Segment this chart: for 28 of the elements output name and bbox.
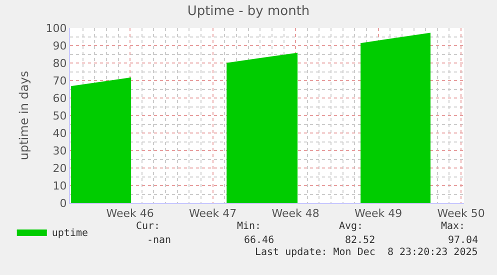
x-tick-label: Week 49 <box>354 207 402 220</box>
text: 82.52 <box>345 235 376 246</box>
x-tick-label: Week 50 <box>437 207 485 220</box>
y-tick-label: 30 <box>52 144 67 158</box>
y-tick-label: 80 <box>52 56 67 70</box>
text: Last update: Mon Dec 8 23:20:23 2025 <box>255 247 478 258</box>
y-tick-label: 40 <box>52 126 67 140</box>
y-tick-label: 0 <box>60 196 67 210</box>
y-tick-label: 60 <box>52 92 67 105</box>
y-axis-title: uptime in days <box>17 70 32 160</box>
y-tick-label: 50 <box>52 109 67 122</box>
x-tick-label: Week 46 <box>106 207 154 220</box>
text: Min: <box>237 221 262 232</box>
text: 66.46 <box>244 235 274 246</box>
text: Avg: <box>339 221 364 232</box>
y-tick-label: 10 <box>52 179 67 192</box>
y-tick-label: 90 <box>52 39 67 52</box>
chart-title: Uptime - by month <box>187 4 310 20</box>
x-tick-label: Week 48 <box>272 207 320 220</box>
text: Cur: <box>136 221 160 232</box>
y-tick-label: 20 <box>52 162 67 175</box>
y-tick-label: 100 <box>46 22 67 35</box>
legend-label: uptime <box>52 228 88 239</box>
y-tick-label: 70 <box>52 74 67 88</box>
text: Max: <box>441 221 466 232</box>
x-tick-label: Week 47 <box>189 207 237 220</box>
text: -nan <box>147 235 172 246</box>
text: 97.04 <box>448 235 478 246</box>
